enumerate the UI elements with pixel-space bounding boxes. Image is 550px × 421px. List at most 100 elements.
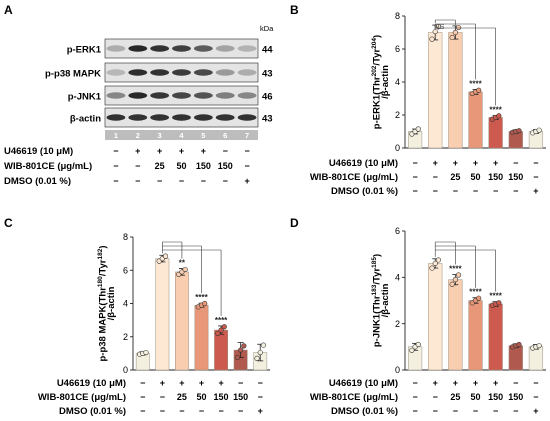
condition-mark: + [493, 378, 498, 388]
bar [194, 304, 209, 371]
blot-band [193, 69, 213, 76]
data-point [202, 300, 208, 307]
condition-label: WIB-801CE (μg/mL) [4, 161, 92, 172]
blot-band [237, 45, 257, 52]
panel-letter: D [290, 216, 299, 230]
kda-header: kDa [260, 24, 274, 33]
blot-band [215, 92, 235, 99]
condition-mark: − [223, 146, 228, 156]
y-tick-label: 0 [123, 365, 128, 375]
y-axis-label-superscript: 204 [371, 38, 378, 49]
condition-mark: − [473, 186, 478, 196]
condition-mark: − [140, 378, 145, 388]
bar [468, 300, 483, 371]
significance-label: **** [469, 79, 482, 88]
condition-mark: + [473, 378, 478, 388]
y-axis-label: p-p38 MAPK(Thr180/Tyr182) [97, 245, 109, 361]
data-point [432, 260, 438, 267]
kda-value: 46 [262, 92, 273, 103]
blot-band [193, 114, 213, 121]
y-tick-label: 4 [123, 299, 128, 309]
protein-label: p-p38 MAPK [45, 69, 101, 80]
data-point [432, 29, 438, 35]
condition-mark: − [244, 161, 249, 171]
condition-mark: − [453, 186, 458, 196]
blot-band [193, 45, 213, 52]
lane-number-strip [105, 130, 258, 140]
condition-mark: − [513, 186, 518, 196]
blot-band [215, 69, 235, 76]
condition-mark: − [160, 406, 165, 416]
condition-mark: − [258, 378, 263, 388]
y-axis-label-line2: /β-actin [380, 65, 391, 99]
condition-mark: 50 [470, 392, 480, 402]
condition-mark: − [244, 146, 249, 156]
y-axis-label-superscript: 182 [97, 248, 104, 259]
data-point [234, 354, 241, 361]
blot-band [128, 45, 148, 52]
data-point [241, 343, 247, 349]
data-point [449, 281, 455, 287]
condition-mark: 25 [450, 172, 460, 182]
blot-band [150, 69, 170, 76]
data-point [476, 87, 482, 93]
lane-number: 1 [114, 131, 118, 140]
condition-mark: − [179, 176, 184, 186]
blot-band [106, 114, 126, 121]
bar [448, 32, 463, 149]
condition-mark: − [113, 146, 118, 156]
blot-band [128, 114, 148, 121]
y-axis-label-part: ) [372, 35, 383, 38]
y-axis-label-line2: /β-actin [106, 286, 117, 320]
blot-band [172, 69, 191, 76]
condition-label: DMSO (0.01 %) [4, 176, 71, 187]
data-point [218, 327, 224, 333]
bar [488, 117, 503, 149]
condition-mark: + [493, 158, 498, 168]
y-axis-label-superscript: 202 [371, 65, 378, 76]
condition-mark: − [412, 158, 417, 168]
blot-band [150, 114, 170, 121]
protein-label: β-actin [70, 114, 101, 125]
y-tick-label: 0 [395, 143, 400, 153]
condition-mark: − [412, 186, 417, 196]
data-point [415, 341, 421, 348]
condition-mark: − [473, 406, 478, 416]
data-point [221, 324, 227, 330]
condition-mark: − [135, 176, 140, 186]
condition-mark: + [533, 406, 538, 416]
blot-band [106, 69, 126, 76]
blot-band [128, 69, 148, 76]
condition-mark: + [473, 158, 478, 168]
condition-mark: − [533, 392, 538, 402]
condition-mark: + [199, 378, 204, 388]
y-axis-label-line2: /β-actin [380, 283, 391, 317]
condition-label: WIB-801CE (μg/mL) [310, 392, 398, 403]
panel-letter: B [290, 3, 299, 17]
bar [488, 303, 503, 371]
significance-label: **** [489, 105, 502, 114]
y-axis-label-superscript: 183 [371, 284, 378, 295]
condition-mark: − [533, 158, 538, 168]
condition-mark: + [179, 378, 184, 388]
data-point [452, 277, 458, 283]
significance-label: **** [469, 288, 482, 297]
significance-label: **** [489, 292, 502, 301]
condition-mark: − [199, 406, 204, 416]
condition-mark: 50 [176, 161, 186, 171]
data-point [260, 342, 267, 348]
y-axis-label-part: p-p38 MAPK(Thr [98, 287, 109, 362]
condition-mark: − [533, 172, 538, 182]
y-axis-label: p-JNK1(Thr183/Tyr185) [371, 254, 383, 347]
data-point [516, 128, 522, 134]
data-point [536, 127, 542, 133]
y-axis-label-part: ) [372, 254, 383, 257]
condition-mark: − [533, 378, 538, 388]
blot-band [172, 45, 191, 52]
condition-mark: 25 [155, 161, 165, 171]
y-axis-label-part: p-JNK1(Thr [372, 295, 383, 347]
condition-mark: 150 [488, 392, 503, 402]
significance-label: **** [449, 265, 462, 274]
